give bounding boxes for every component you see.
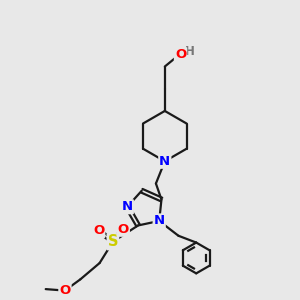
Text: N: N — [154, 214, 165, 227]
Text: S: S — [108, 234, 118, 249]
Text: O: O — [175, 48, 186, 61]
Text: O: O — [93, 224, 104, 237]
Text: H: H — [184, 45, 194, 58]
Text: N: N — [159, 155, 170, 168]
Text: N: N — [122, 200, 133, 213]
Text: O: O — [59, 284, 70, 297]
Text: O: O — [118, 223, 129, 236]
